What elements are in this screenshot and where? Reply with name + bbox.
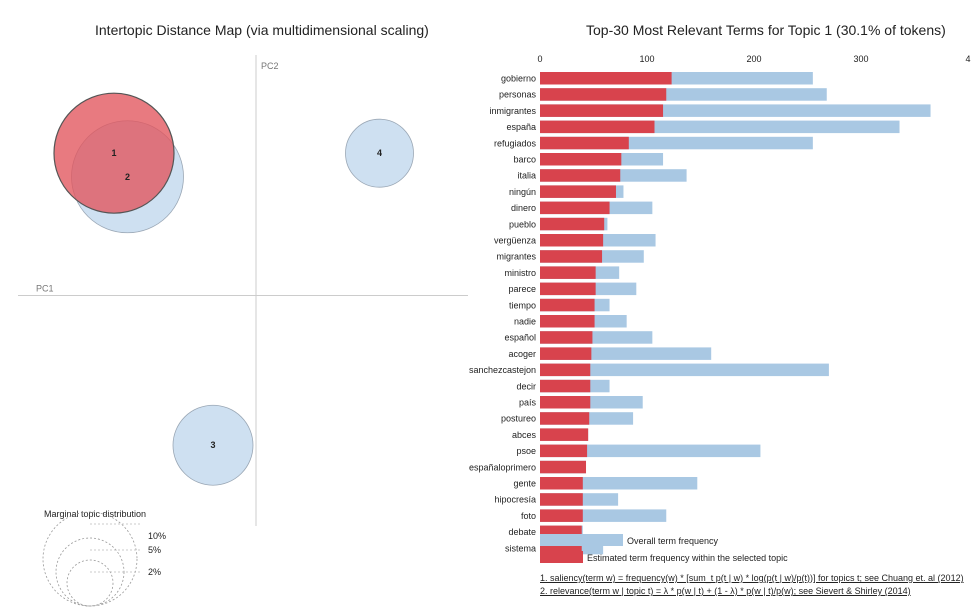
- topic-label-4: 4: [377, 148, 382, 158]
- term-bar-chart-title: Top-30 Most Relevant Terms for Topic 1 (…: [586, 22, 946, 38]
- legend-topic-label: Estimated term frequency within the sele…: [587, 553, 788, 563]
- intertopic-map-title: Intertopic Distance Map (via multidimens…: [95, 22, 429, 38]
- topic-label-2: 2: [125, 172, 130, 182]
- relevance-footnote[interactable]: 2. relevance(term w | topic t) = λ * p(w…: [540, 586, 911, 596]
- topic-circle-3: [172, 404, 254, 486]
- legend-overall-label: Overall term frequency: [627, 536, 719, 546]
- topic-bubble-3[interactable]: [172, 404, 254, 486]
- marginal-distribution-title: Marginal topic distribution: [44, 509, 146, 519]
- topic-bubble-1[interactable]: [53, 92, 175, 214]
- topic-circle-1: [53, 92, 175, 214]
- marginal-label-2: 5%: [148, 545, 161, 555]
- pc2-axis-label: PC2: [261, 61, 279, 71]
- topic-label-3: 3: [210, 440, 215, 450]
- saliency-footnote[interactable]: 1. saliency(term w) = frequency(w) * [su…: [540, 573, 964, 583]
- topic-label-1: 1: [111, 148, 116, 158]
- marginal-circle-3: [42, 511, 138, 607]
- legend-overall-swatch: [540, 534, 623, 546]
- marginal-label-1: 2%: [148, 567, 161, 577]
- legend-topic-swatch: [540, 551, 583, 563]
- pc1-axis-label: PC1: [36, 284, 54, 294]
- topic-bubble-4[interactable]: [345, 118, 414, 188]
- marginal-label-3: 10%: [148, 531, 166, 541]
- marginal-circle-1: [66, 559, 114, 607]
- topic-circle-4: [345, 118, 414, 188]
